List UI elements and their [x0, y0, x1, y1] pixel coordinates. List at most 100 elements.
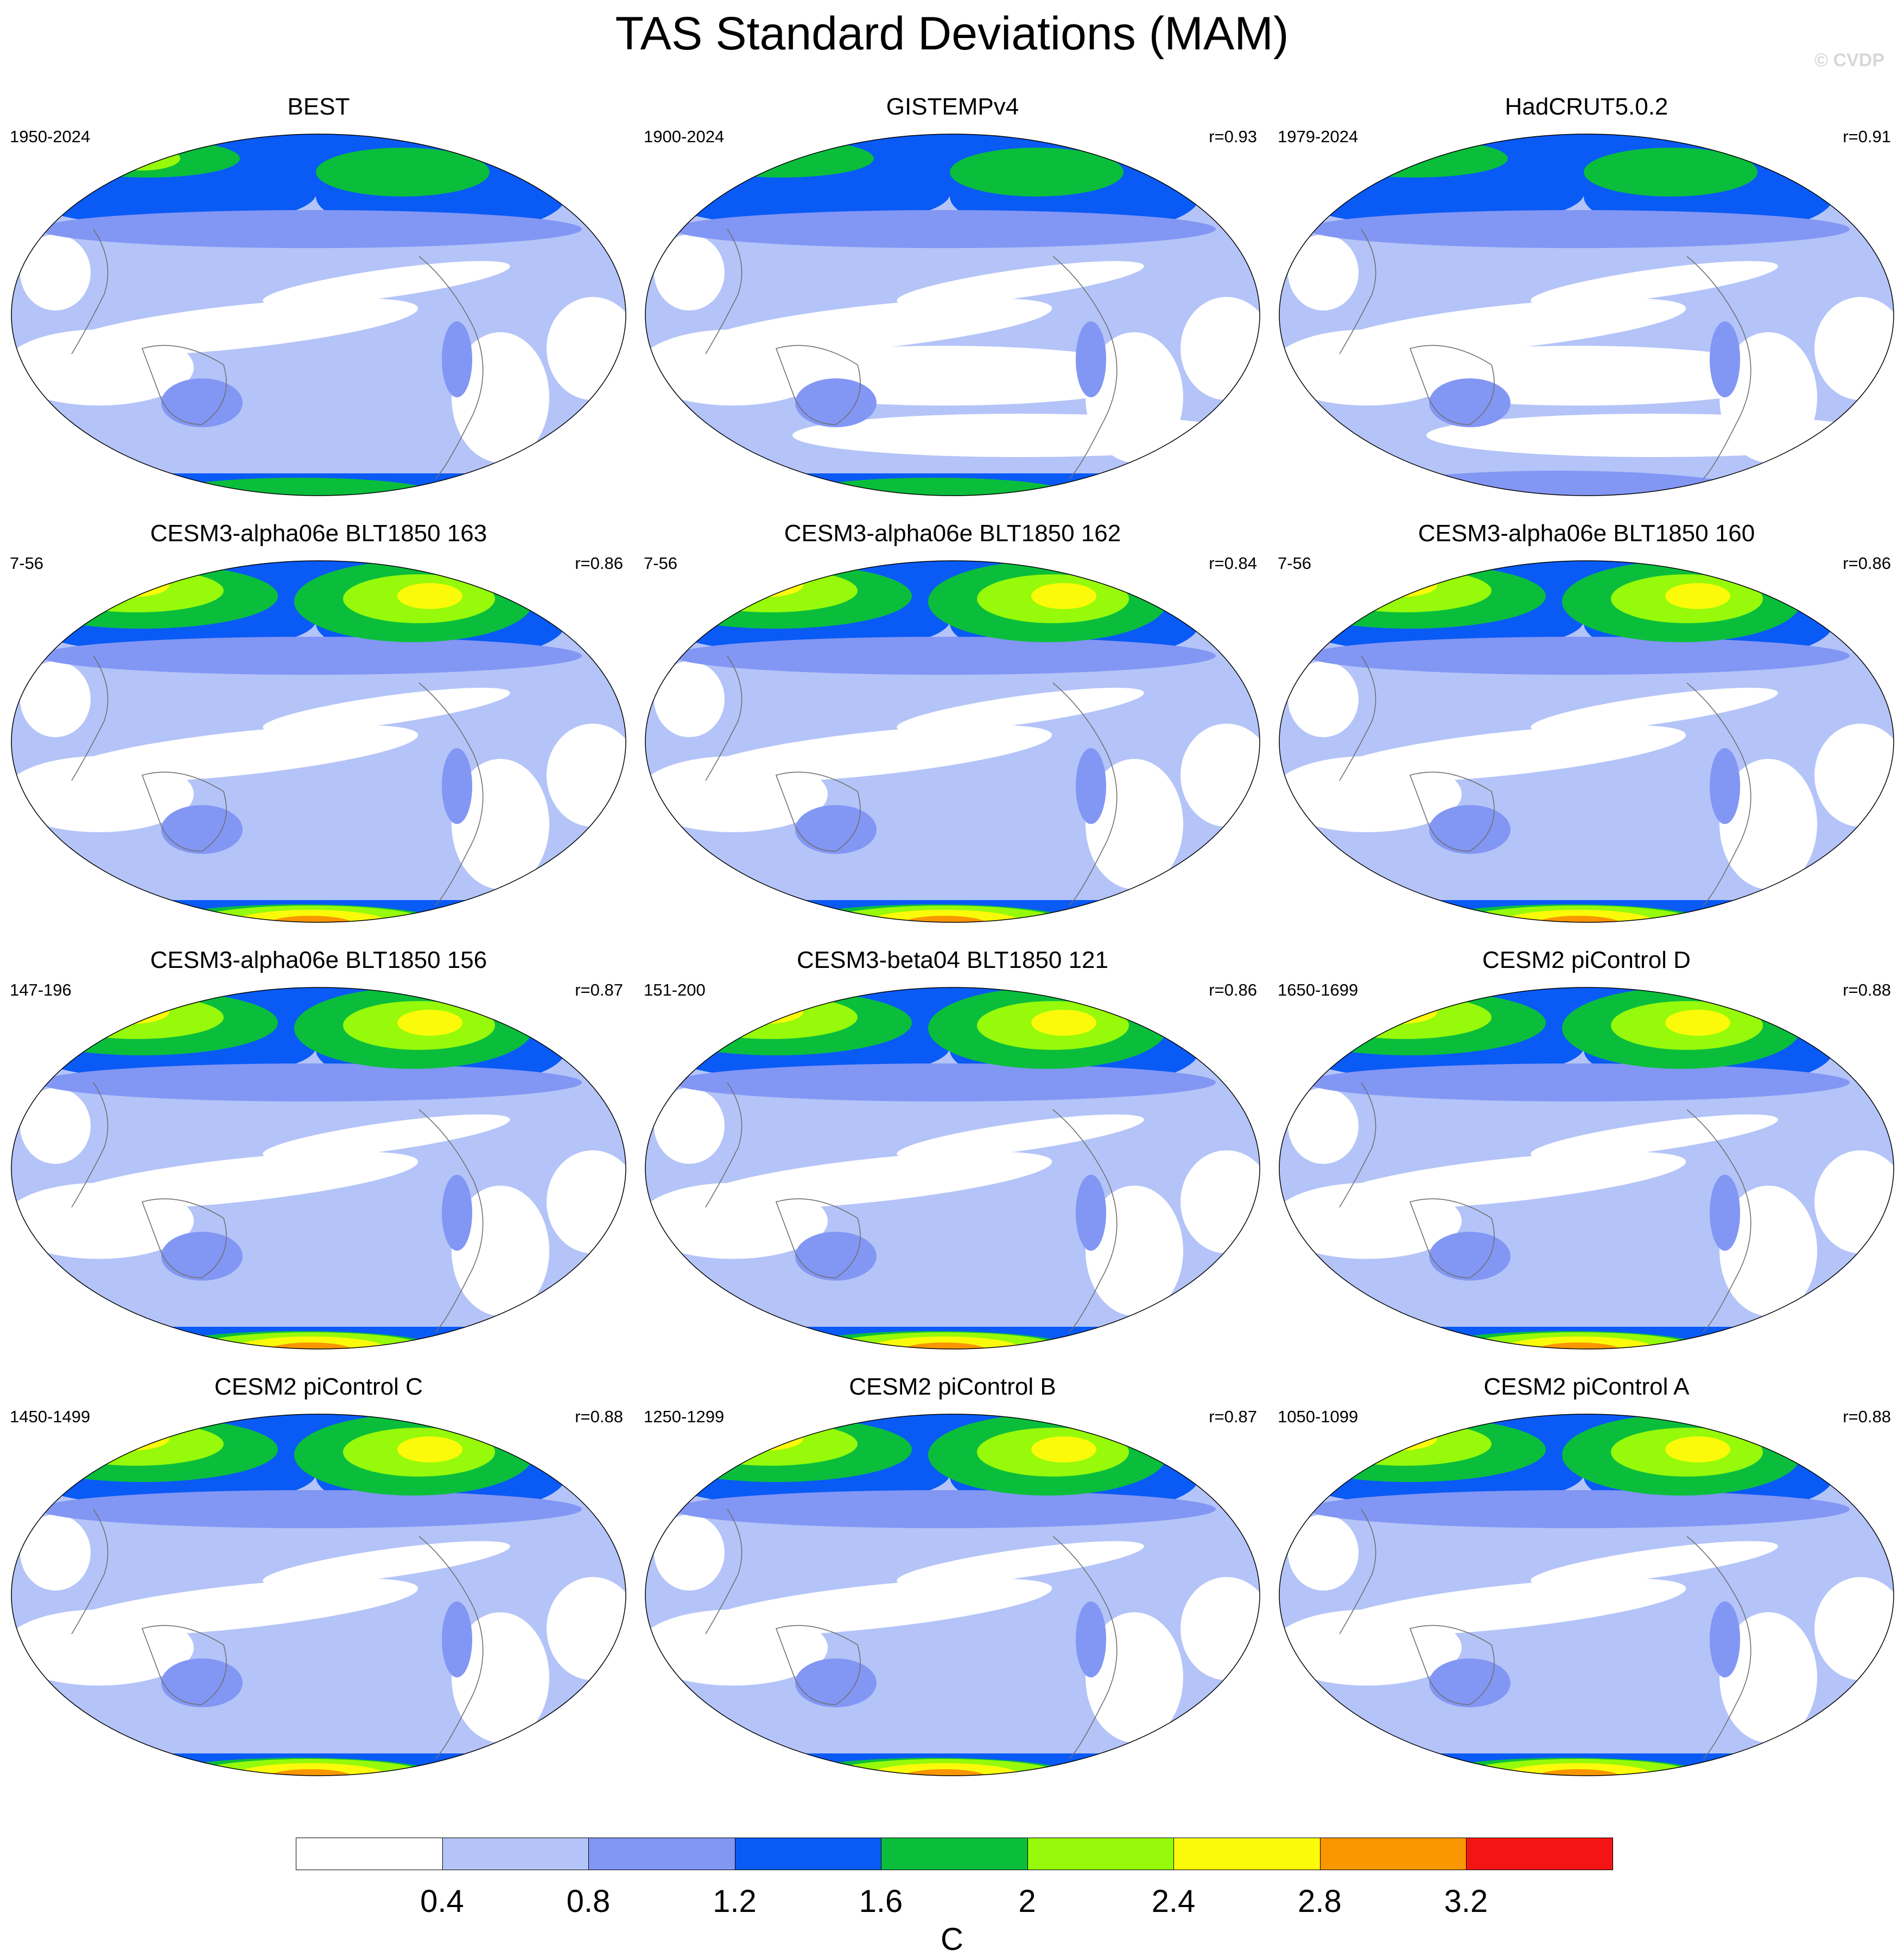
panel-period: 1250-1299 — [644, 1407, 725, 1426]
north-band — [673, 637, 1216, 675]
north-core — [1665, 583, 1730, 609]
robinson-map — [1279, 560, 1894, 933]
colorbar: 0.4 0.8 1.2 1.6 2 2.4 2.8 3.2 C — [0, 1828, 1904, 1956]
map-outline — [1279, 134, 1894, 496]
low-var-band — [1279, 1610, 1462, 1686]
map-panel: CESM3-beta04 BLT1850 121 151-200 r=0.86 — [640, 947, 1265, 1376]
north-band — [1307, 210, 1850, 248]
low-var-band — [11, 1610, 194, 1686]
map-outline — [11, 134, 626, 496]
low-var-band — [654, 1088, 725, 1164]
north-band — [645, 134, 1260, 197]
low-var-band — [897, 1541, 1144, 1586]
panel-title: CESM2 piControl D — [1482, 947, 1691, 973]
north-core — [1361, 1427, 1437, 1451]
low-var-band — [792, 414, 1248, 457]
north-core — [950, 148, 1124, 197]
low-var-band — [1288, 1515, 1359, 1591]
north-peak — [469, 569, 488, 580]
north-core — [1584, 148, 1757, 197]
low-var-band — [897, 261, 1144, 306]
panel-pattern-correlation: r=0.86 — [575, 554, 623, 573]
north-band — [673, 1063, 1216, 1101]
panel-title: CESM3-alpha06e BLT1850 156 — [150, 947, 487, 973]
map-panel: HadCRUT5.0.2 1979-2024 r=0.91 — [1274, 93, 1899, 522]
panel-pattern-correlation: r=0.88 — [1843, 980, 1891, 999]
north-core — [93, 573, 169, 597]
low-var-band — [263, 687, 510, 733]
coastlines — [71, 1509, 484, 1759]
panel-period: 1650-1699 — [1278, 980, 1359, 999]
low-var-band — [654, 661, 725, 737]
south-core — [901, 1342, 988, 1349]
map-outline — [645, 987, 1260, 1350]
australia-patch — [795, 1232, 877, 1281]
low-var-band — [263, 1541, 510, 1586]
low-var-band — [1279, 756, 1462, 832]
panel-pattern-correlation: r=0.93 — [1209, 127, 1257, 146]
coastlines — [1339, 229, 1751, 479]
north-band — [39, 637, 582, 675]
low-var-band — [1086, 1612, 1183, 1743]
north-core — [1665, 1010, 1730, 1036]
north-peak — [469, 996, 488, 1006]
panel-pattern-correlation: r=0.87 — [575, 980, 623, 999]
australia-patch — [1429, 1658, 1510, 1707]
north-band — [1279, 134, 1894, 197]
south-america-patch — [442, 748, 472, 824]
low-var-band — [263, 1114, 510, 1160]
australia-patch — [1429, 378, 1510, 427]
low-var-band — [1279, 1183, 1462, 1259]
north-peak — [1737, 569, 1756, 580]
low-var-band — [452, 759, 549, 889]
north-band — [39, 1063, 582, 1101]
australia-patch — [161, 378, 243, 427]
colorbar-swatch — [1173, 1838, 1321, 1870]
robinson-map — [645, 134, 1260, 496]
map-panel: CESM2 piControl A 1050-1099 r=0.88 — [1274, 1373, 1899, 1802]
south-america-patch — [1710, 1601, 1740, 1677]
south-america-patch — [1076, 321, 1106, 397]
north-core — [316, 148, 490, 197]
australia-patch — [795, 805, 877, 854]
robinson-map — [11, 987, 626, 1350]
north-band — [673, 1490, 1216, 1528]
panel-title: CESM2 piControl C — [214, 1373, 423, 1400]
panel-period: 1950-2024 — [10, 127, 91, 146]
north-core — [727, 573, 803, 597]
map-panel: CESM3-alpha06e BLT1850 163 7-56 r=0.86 — [7, 520, 631, 949]
low-var-band — [1288, 1088, 1359, 1164]
map-panel: BEST 1950-2024 — [7, 93, 631, 522]
low-var-band — [452, 1612, 549, 1743]
north-core — [727, 1427, 803, 1451]
north-peak — [1103, 569, 1122, 580]
panel-period: 147-196 — [10, 980, 72, 999]
panel-pattern-correlation: r=0.86 — [1209, 980, 1257, 999]
low-var-band — [1719, 1612, 1817, 1743]
south-peak — [1557, 922, 1600, 933]
low-var-band — [11, 1183, 194, 1259]
north-core — [397, 583, 462, 609]
coastlines — [705, 1082, 1118, 1333]
low-var-band — [1426, 414, 1882, 457]
low-var-band — [645, 1183, 828, 1259]
coastlines — [705, 655, 1118, 906]
low-var-band — [20, 235, 91, 311]
low-var-band — [11, 756, 194, 832]
map-panel: CESM3-alpha06e BLT1850 162 7-56 r=0.84 — [640, 520, 1265, 949]
robinson-map — [1279, 987, 1894, 1350]
north-core — [1665, 1436, 1730, 1462]
map-outline — [1279, 1414, 1894, 1776]
australia-patch — [1429, 1232, 1510, 1281]
map-outline — [645, 560, 1260, 923]
panel-pattern-correlation: r=0.87 — [1209, 1407, 1257, 1426]
south-america-patch — [1710, 321, 1740, 397]
south-core — [1535, 1769, 1622, 1776]
australia-patch — [161, 1658, 243, 1707]
map-outline — [1279, 560, 1894, 923]
panel-period: 7-56 — [10, 554, 44, 573]
low-var-band — [1719, 759, 1817, 889]
colorbar-tick-label: 1.6 — [859, 1884, 903, 1919]
colorbar-swatch — [1319, 1838, 1467, 1870]
cvdp-credit: © CVDP — [1814, 50, 1884, 71]
